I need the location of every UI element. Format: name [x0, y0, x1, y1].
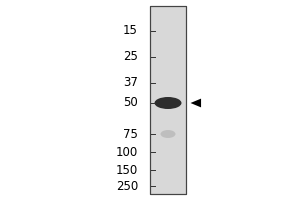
Text: 37: 37	[123, 76, 138, 90]
Text: 15: 15	[123, 24, 138, 38]
Text: 100: 100	[116, 146, 138, 158]
Bar	[150, 6, 186, 194]
Ellipse shape	[154, 97, 182, 109]
Bar	[150, 6, 186, 194]
Ellipse shape	[160, 130, 175, 138]
Text: 150: 150	[116, 164, 138, 176]
Text: 50: 50	[123, 97, 138, 110]
Polygon shape	[190, 99, 201, 107]
Text: 25: 25	[123, 50, 138, 64]
Text: 250: 250	[116, 180, 138, 192]
Text: 75: 75	[123, 128, 138, 140]
